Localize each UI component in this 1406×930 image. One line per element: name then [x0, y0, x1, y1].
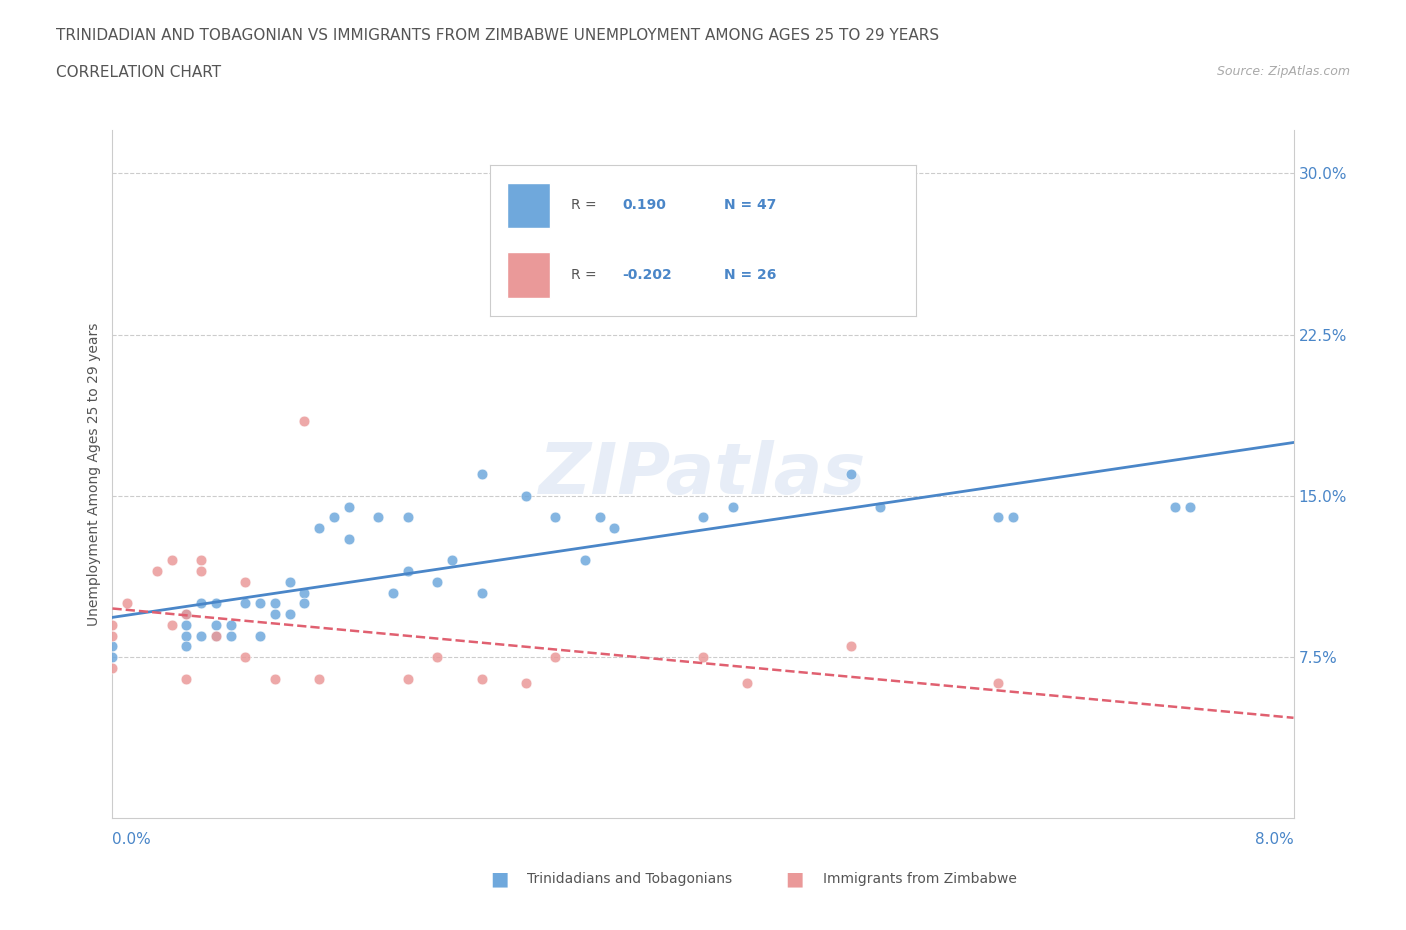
Point — [737, 675, 759, 690]
Point — [190, 553, 212, 568]
Text: 0.0%: 0.0% — [112, 832, 152, 847]
Point — [101, 628, 124, 643]
Point — [219, 618, 242, 632]
Point — [205, 628, 228, 643]
Point — [205, 618, 228, 632]
Point — [337, 499, 360, 514]
Point — [603, 521, 626, 536]
Point — [219, 628, 242, 643]
Point — [588, 510, 610, 525]
Point — [160, 618, 183, 632]
Text: 8.0%: 8.0% — [1254, 832, 1294, 847]
Point — [117, 596, 138, 611]
Point — [692, 650, 714, 665]
Point — [174, 606, 197, 621]
Point — [308, 671, 330, 686]
Point — [471, 671, 494, 686]
Point — [987, 675, 1010, 690]
Text: ■: ■ — [489, 870, 509, 888]
Point — [174, 639, 197, 654]
Point — [249, 628, 271, 643]
Point — [1178, 499, 1201, 514]
Text: CORRELATION CHART: CORRELATION CHART — [56, 65, 221, 80]
Point — [146, 564, 169, 578]
Point — [396, 564, 419, 578]
Point — [233, 575, 256, 590]
Point — [101, 618, 124, 632]
Point — [174, 618, 197, 632]
Point — [292, 413, 315, 428]
Point — [174, 671, 197, 686]
Point — [101, 639, 124, 654]
Point — [1001, 510, 1024, 525]
Point — [367, 510, 389, 525]
Text: ZIPatlas: ZIPatlas — [540, 440, 866, 509]
Point — [382, 585, 405, 600]
Point — [839, 639, 862, 654]
Point — [396, 510, 419, 525]
Point — [721, 499, 744, 514]
Point — [249, 596, 271, 611]
Point — [515, 675, 537, 690]
Point — [1164, 499, 1187, 514]
Point — [205, 628, 228, 643]
Text: Source: ZipAtlas.com: Source: ZipAtlas.com — [1216, 65, 1350, 78]
Point — [839, 467, 862, 482]
Point — [692, 510, 714, 525]
Point — [426, 575, 449, 590]
Point — [869, 499, 891, 514]
Point — [441, 553, 464, 568]
Y-axis label: Unemployment Among Ages 25 to 29 years: Unemployment Among Ages 25 to 29 years — [87, 323, 101, 626]
Point — [337, 531, 360, 546]
Point — [190, 564, 212, 578]
Point — [101, 660, 124, 675]
Point — [396, 671, 419, 686]
Point — [190, 596, 212, 611]
Point — [264, 671, 287, 686]
Text: TRINIDADIAN AND TOBAGONIAN VS IMMIGRANTS FROM ZIMBABWE UNEMPLOYMENT AMONG AGES 2: TRINIDADIAN AND TOBAGONIAN VS IMMIGRANTS… — [56, 28, 939, 43]
Point — [278, 575, 301, 590]
Text: Immigrants from Zimbabwe: Immigrants from Zimbabwe — [823, 871, 1017, 886]
Point — [515, 488, 537, 503]
Point — [323, 510, 346, 525]
Point — [174, 606, 197, 621]
Point — [426, 650, 449, 665]
Point — [160, 553, 183, 568]
Point — [205, 596, 228, 611]
Text: ■: ■ — [785, 870, 804, 888]
Point — [471, 467, 494, 482]
Point — [264, 596, 287, 611]
Point — [264, 606, 287, 621]
Text: Trinidadians and Tobagonians: Trinidadians and Tobagonians — [527, 871, 733, 886]
Point — [233, 650, 256, 665]
Point — [101, 650, 124, 665]
Point — [278, 606, 301, 621]
Point — [544, 650, 567, 665]
Point — [544, 510, 567, 525]
Point — [174, 628, 197, 643]
Point — [190, 628, 212, 643]
Point — [292, 585, 315, 600]
Point — [308, 521, 330, 536]
Point — [987, 510, 1010, 525]
Point — [471, 585, 494, 600]
Point — [292, 596, 315, 611]
Point — [574, 553, 596, 568]
Point — [233, 596, 256, 611]
